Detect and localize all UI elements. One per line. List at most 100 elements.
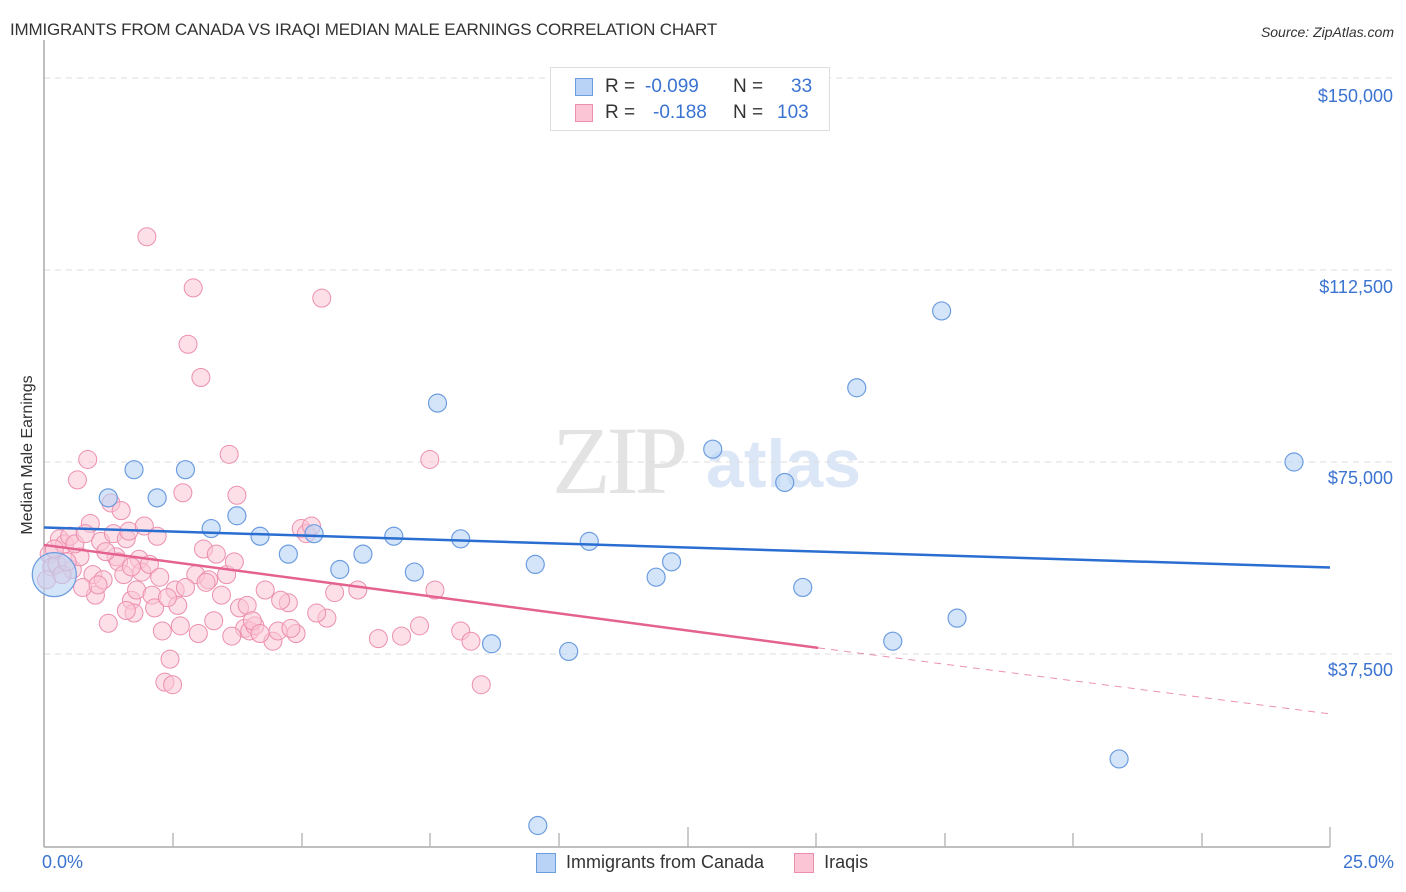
iraqis-swatch-icon (794, 852, 815, 873)
x-tick-min: 0.0% (42, 852, 84, 872)
canada-point (404, 562, 424, 582)
iraqis-point (307, 603, 327, 623)
r-label: R = (605, 102, 636, 123)
iraqis-swatch-icon (575, 104, 593, 122)
canada-point (579, 531, 599, 551)
canada-point (1109, 749, 1129, 769)
iraqis-point (157, 588, 177, 608)
legend-label-iraqis: Iraqis (824, 852, 869, 872)
iraqis-point (255, 580, 275, 600)
canada-point (304, 524, 324, 544)
x-tick-max: 25.0% (1342, 852, 1394, 872)
y-tick-37500: $37,500 (1327, 660, 1393, 680)
correlation-legend: R = -0.099 N = 33 R = -0.188 N = 103 (550, 67, 830, 131)
source-label: Source: ZipAtlas.com (1260, 24, 1394, 40)
iraqis-point (88, 575, 108, 595)
canada-point (278, 544, 298, 564)
iraqis-point (196, 572, 216, 592)
iraqis-point (325, 583, 345, 603)
legend-row-iraqis: R = -0.188 N = 103 (575, 101, 809, 125)
iraqis-point (211, 585, 231, 605)
n-label: N = (733, 76, 764, 97)
iraqis-point (250, 624, 270, 644)
canada-point (932, 301, 952, 321)
canada-point (646, 567, 666, 587)
r-value-canada: -0.099 (645, 76, 699, 97)
canada-point (353, 544, 373, 564)
canada-point (384, 526, 404, 546)
canada-point (847, 378, 867, 398)
canada-point (793, 577, 813, 598)
legend-item-iraqis[interactable]: Iraqis (794, 852, 868, 873)
canada-point (250, 526, 270, 546)
canada-swatch-icon (575, 78, 593, 96)
canada-point (98, 488, 118, 508)
iraqis-point (163, 675, 183, 695)
iraqis-point (206, 544, 226, 564)
canada-point (427, 393, 448, 413)
canada-point (451, 529, 471, 549)
canada-point (147, 488, 167, 508)
trend-lines (43, 526, 1331, 715)
iraqis-point (150, 567, 170, 587)
iraqis-trend-extrapolation (818, 647, 1331, 715)
iraqis-point (67, 470, 87, 490)
iraqis-point (461, 631, 481, 651)
canada-swatch-icon (536, 852, 556, 873)
iraqis-point (227, 485, 247, 505)
iraqis-point (160, 649, 180, 669)
iraqis-point (178, 334, 198, 354)
iraqis-point (188, 624, 208, 644)
canada-point (559, 641, 579, 662)
canada-point (775, 472, 795, 493)
iraqis-point (98, 613, 118, 633)
iraqis-point (145, 598, 165, 618)
iraqis-point (420, 449, 440, 469)
iraqis-point (116, 600, 136, 620)
n-label: N = (733, 102, 764, 123)
iraqis-point (137, 227, 157, 247)
canada-point (481, 634, 502, 654)
iraqis-point (183, 278, 203, 298)
iraqis-trend-line (43, 543, 819, 650)
canada-point (227, 506, 247, 526)
iraqis-point (368, 629, 388, 649)
iraqis-point (78, 449, 98, 469)
iraqis-point (175, 577, 195, 597)
canada-point (31, 552, 77, 598)
iraqis-point (222, 626, 242, 646)
iraqis-point (224, 552, 244, 572)
canada-trend-line (43, 526, 1331, 569)
canada-point (883, 631, 903, 651)
canada-point (1284, 452, 1304, 472)
legend-item-canada[interactable]: Immigrants from Canada (536, 852, 764, 873)
canada-point (947, 608, 967, 628)
iraqis-point (425, 580, 445, 600)
y-tick-150000: $150,000 (1317, 86, 1393, 106)
canada-point (201, 518, 221, 539)
iraqis-point (271, 590, 291, 610)
iraqis-point (410, 616, 430, 636)
iraqis-point (173, 483, 193, 503)
iraqis-point (219, 444, 239, 464)
canada-point (661, 552, 682, 572)
y-tick-112500: $112,500 (1319, 277, 1393, 297)
iraqis-point (312, 288, 332, 308)
iraqis-point (121, 557, 141, 577)
iraqis-point (170, 616, 190, 636)
iraqis-point (392, 626, 412, 646)
legend-row-canada: R = -0.099 N = 33 (575, 75, 812, 99)
iraqis-point (111, 501, 131, 521)
r-label: R = (605, 76, 636, 97)
canada-points (31, 301, 1304, 836)
iraqis-point (348, 580, 368, 600)
gridlines (44, 77, 1396, 655)
chart-title: IMMIGRANTS FROM CANADA VS IRAQI MEDIAN M… (10, 20, 718, 39)
series-legend: Immigrants from Canada Iraqis (536, 852, 898, 873)
y-tick-75000: $75,000 (1327, 468, 1393, 488)
n-value-canada: 33 (791, 76, 813, 97)
iraqis-point (471, 675, 491, 695)
canada-point (525, 554, 545, 575)
canada-point (528, 815, 548, 836)
